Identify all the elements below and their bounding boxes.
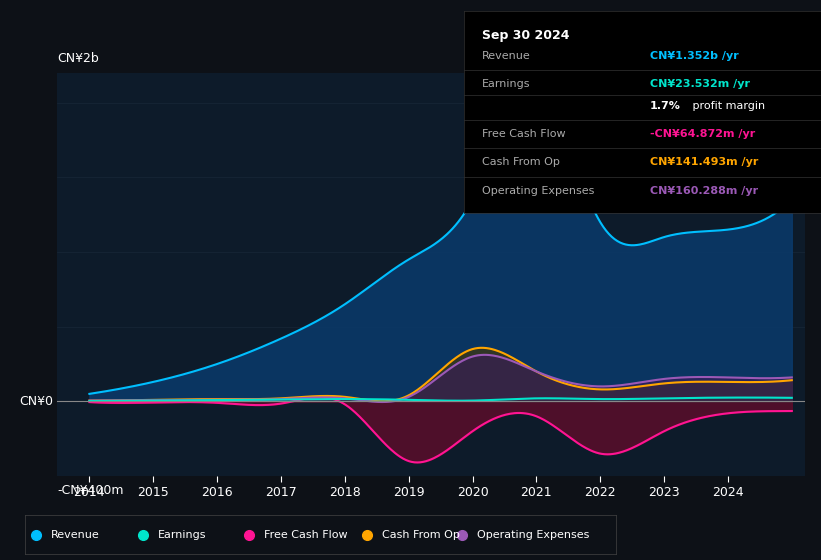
Text: Operating Expenses: Operating Expenses [477, 530, 589, 540]
Text: CN¥2b: CN¥2b [57, 52, 99, 65]
Text: Operating Expenses: Operating Expenses [482, 185, 594, 195]
Text: Free Cash Flow: Free Cash Flow [482, 129, 566, 139]
Text: 1.7%: 1.7% [649, 101, 681, 111]
Text: CN¥0: CN¥0 [20, 395, 53, 408]
Text: CN¥23.532m /yr: CN¥23.532m /yr [649, 79, 750, 89]
Text: Earnings: Earnings [158, 530, 206, 540]
Text: profit margin: profit margin [689, 101, 765, 111]
Text: -CN¥400m: -CN¥400m [57, 484, 124, 497]
Text: Cash From Op: Cash From Op [383, 530, 460, 540]
Text: Earnings: Earnings [482, 79, 530, 89]
Text: Revenue: Revenue [51, 530, 100, 540]
Text: Cash From Op: Cash From Op [482, 157, 560, 167]
Text: -CN¥64.872m /yr: -CN¥64.872m /yr [649, 129, 754, 139]
Text: Free Cash Flow: Free Cash Flow [264, 530, 347, 540]
Text: CN¥141.493m /yr: CN¥141.493m /yr [649, 157, 758, 167]
Text: CN¥1.352b /yr: CN¥1.352b /yr [649, 50, 738, 60]
Text: Revenue: Revenue [482, 50, 530, 60]
Text: CN¥160.288m /yr: CN¥160.288m /yr [649, 185, 758, 195]
Text: Sep 30 2024: Sep 30 2024 [482, 29, 569, 43]
